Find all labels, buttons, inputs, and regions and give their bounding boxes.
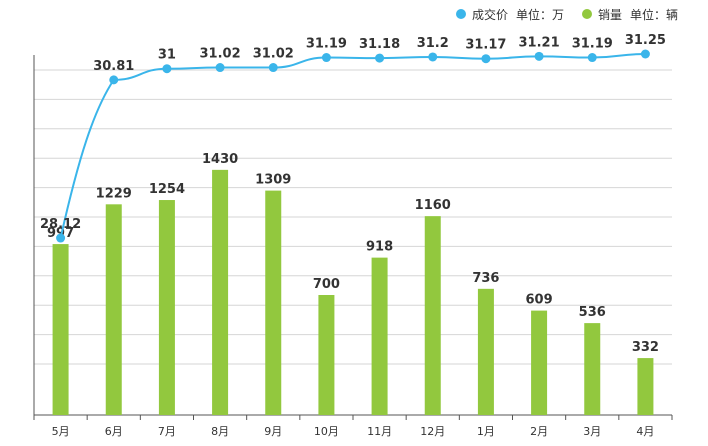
sales-value-label: 736 xyxy=(472,271,499,286)
x-tick-label: 8月 xyxy=(211,425,229,438)
x-tick-label: 10月 xyxy=(314,425,339,438)
legend-item-price[interactable]: 成交价 单位：万 xyxy=(455,6,564,23)
price-value-label: 31.2 xyxy=(417,36,449,51)
price-point[interactable] xyxy=(481,54,491,64)
price-value-label: 31.18 xyxy=(359,37,400,52)
price-value-label: 31.25 xyxy=(625,33,666,48)
sales-bar[interactable] xyxy=(424,216,441,415)
price-point[interactable] xyxy=(428,52,438,62)
price-value-label: 30.81 xyxy=(93,59,134,74)
price-point[interactable] xyxy=(587,53,597,63)
price-value-label: 31.19 xyxy=(306,37,347,52)
sales-value-label: 1309 xyxy=(255,173,291,188)
sales-value-label: 918 xyxy=(366,240,393,255)
sales-value-label: 609 xyxy=(526,293,553,308)
sales-bar[interactable] xyxy=(105,204,122,415)
legend-price-label: 成交价 xyxy=(471,7,508,22)
sales-bar[interactable] xyxy=(158,200,175,415)
legend-price-marker xyxy=(455,9,466,19)
sales-bar[interactable] xyxy=(637,358,654,415)
sales-value-label: 536 xyxy=(579,305,606,320)
price-point[interactable] xyxy=(534,51,544,61)
price-value-label: 31.17 xyxy=(465,38,506,53)
sales-bar[interactable] xyxy=(318,295,335,415)
x-tick-label: 2月 xyxy=(530,425,548,438)
x-tick-label: 3月 xyxy=(583,425,601,438)
x-tick-label: 11月 xyxy=(367,425,392,438)
legend-sales-label: 销量 xyxy=(597,7,622,22)
price-point[interactable] xyxy=(640,49,650,59)
price-point[interactable] xyxy=(215,63,225,73)
x-tick-label: 4月 xyxy=(636,425,654,438)
sales-value-label: 1229 xyxy=(96,186,132,201)
chart-legend: 成交价 单位：万 销量 单位：辆 xyxy=(438,4,678,24)
sales-value-label: 1430 xyxy=(202,152,238,167)
price-value-label: 31.19 xyxy=(572,37,613,52)
price-point[interactable] xyxy=(109,75,119,85)
sales-value-label: 332 xyxy=(632,340,659,355)
price-value-label: 31.21 xyxy=(519,35,560,50)
x-tick-label: 5月 xyxy=(52,425,70,438)
price-value-label: 31 xyxy=(158,48,176,63)
sales-bar[interactable] xyxy=(371,257,388,415)
legend-price-unit: 单位：万 xyxy=(515,7,564,22)
sales-bar[interactable] xyxy=(531,310,548,415)
sales-bar[interactable] xyxy=(477,288,494,415)
price-value-label: 28.12 xyxy=(40,217,81,232)
sales-bar[interactable] xyxy=(212,169,229,415)
sales-bar[interactable] xyxy=(584,323,601,415)
x-tick-label: 6月 xyxy=(105,425,123,438)
price-value-label: 31.02 xyxy=(200,47,241,62)
legend-item-sales[interactable]: 销量 单位：辆 xyxy=(581,6,678,23)
x-tick-label: 12月 xyxy=(420,425,445,438)
price-point[interactable] xyxy=(268,63,278,73)
x-tick-label: 1月 xyxy=(477,425,495,438)
price-point[interactable] xyxy=(56,233,66,243)
price-point[interactable] xyxy=(375,53,385,63)
legend-sales-marker xyxy=(581,9,592,19)
sales-bar[interactable] xyxy=(265,190,282,415)
legend-sales-unit: 单位：辆 xyxy=(629,7,678,22)
price-point[interactable] xyxy=(321,53,331,63)
x-tick-label: 7月 xyxy=(158,425,176,438)
sales-value-label: 1160 xyxy=(415,198,451,213)
sales-value-label: 700 xyxy=(313,277,340,292)
x-tick-label: 9月 xyxy=(264,425,282,438)
price-line xyxy=(59,53,646,239)
sales-bar[interactable] xyxy=(52,244,69,415)
sales-value-label: 1254 xyxy=(149,182,185,197)
price-point[interactable] xyxy=(162,64,172,74)
price-value-label: 31.02 xyxy=(253,47,294,62)
